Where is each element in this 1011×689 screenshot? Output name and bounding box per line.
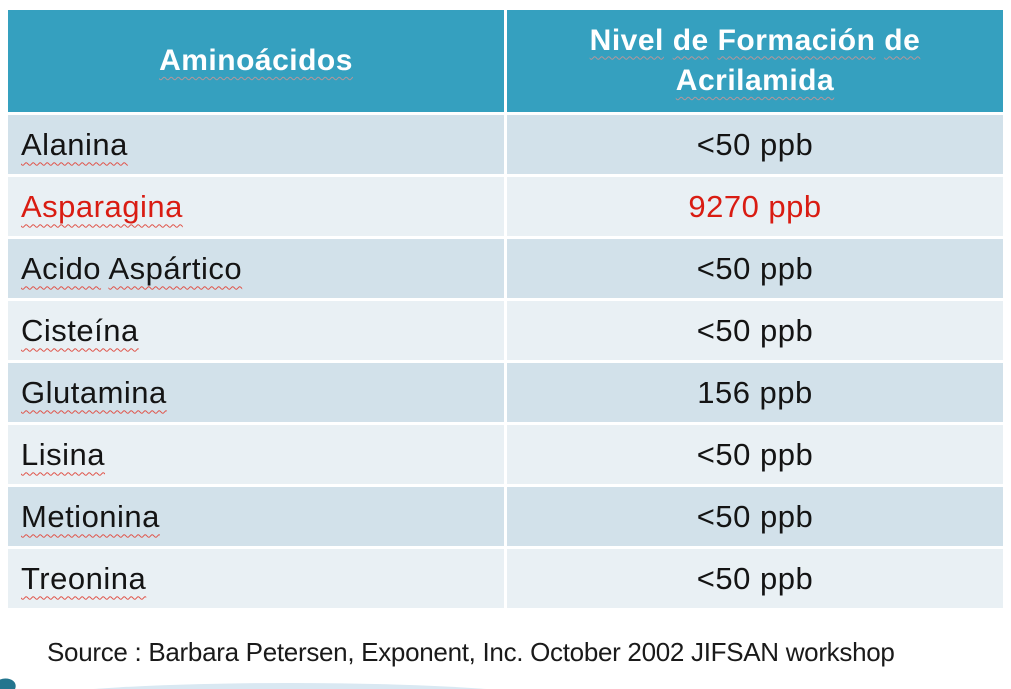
amino-acid-name: Acido Aspártico <box>8 239 504 298</box>
amino-acids-table: Aminoácidos Nivel de Formación de Acrila… <box>5 7 1006 611</box>
table-row: Cisteína <50 ppb <box>8 301 1003 360</box>
acrylamide-value: <50 ppb <box>507 239 1003 298</box>
column-header-aminoacids-label: Aminoácidos <box>159 43 353 77</box>
table-header: Aminoácidos Nivel de Formación de Acrila… <box>8 10 1003 112</box>
table-body: Alanina <50 ppb Asparagina 9270 ppb Acid… <box>8 115 1003 608</box>
amino-acid-name: Cisteína <box>8 301 504 360</box>
acrylamide-value: <50 ppb <box>507 487 1003 546</box>
table-row: Acido Aspártico <50 ppb <box>8 239 1003 298</box>
acrylamide-value: <50 ppb <box>507 549 1003 608</box>
amino-acid-name: Treonina <box>8 549 504 608</box>
decorative-corner-shape <box>0 675 19 689</box>
decorative-wave <box>20 683 560 689</box>
amino-acid-name: Lisina <box>8 425 504 484</box>
column-header-acrylamide-level: Nivel de Formación de Acrilamida <box>507 10 1003 112</box>
acrylamide-value: 9270 ppb <box>507 177 1003 236</box>
acrylamide-value: <50 ppb <box>507 115 1003 174</box>
table-row: Glutamina 156 ppb <box>8 363 1003 422</box>
table-row: Lisina <50 ppb <box>8 425 1003 484</box>
table-row: Metionina <50 ppb <box>8 487 1003 546</box>
header-row: Aminoácidos Nivel de Formación de Acrila… <box>8 10 1003 112</box>
amino-acid-name: Metionina <box>8 487 504 546</box>
table-row: Alanina <50 ppb <box>8 115 1003 174</box>
table-row: Treonina <50 ppb <box>8 549 1003 608</box>
acrylamide-value: 156 ppb <box>507 363 1003 422</box>
acrylamide-value: <50 ppb <box>507 301 1003 360</box>
table-row: Asparagina 9270 ppb <box>8 177 1003 236</box>
amino-acid-name: Asparagina <box>8 177 504 236</box>
acrylamide-value: <50 ppb <box>507 425 1003 484</box>
amino-acid-name: Glutamina <box>8 363 504 422</box>
column-header-acrylamide-level-label: Nivel de Formación de Acrilamida <box>589 23 921 98</box>
column-header-aminoacids: Aminoácidos <box>8 10 504 112</box>
source-note: Source : Barbara Petersen, Exponent, Inc… <box>47 637 895 667</box>
amino-acid-name: Alanina <box>8 115 504 174</box>
